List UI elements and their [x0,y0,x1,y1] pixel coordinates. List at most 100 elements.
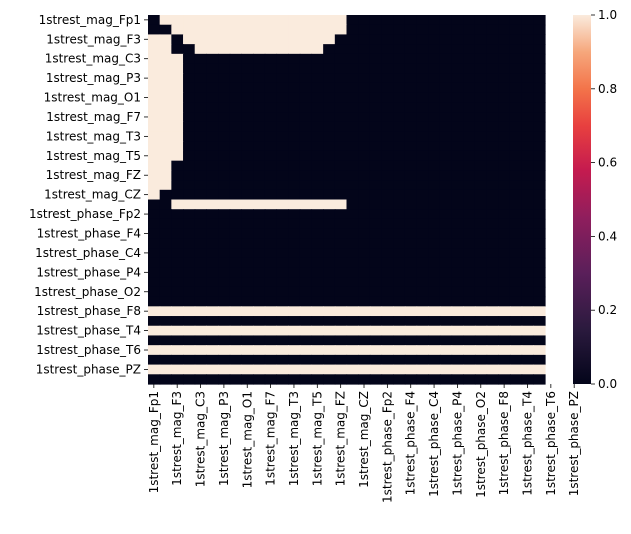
heatmap-cell [334,316,348,327]
heatmap-cell [229,374,243,385]
heatmap-cell [428,170,441,181]
heatmap-cell [171,53,184,65]
heatmap-cell [241,63,254,74]
heatmap-cell [358,160,371,171]
heatmap-cell [299,228,313,239]
heatmap-cell [463,92,476,103]
heatmap-cell [323,267,336,278]
heatmap-cell [404,112,418,123]
colorbar-tick-label: 0.2 [598,303,617,317]
heatmap-cell [463,34,476,45]
heatmap-cell [276,306,289,317]
heatmap-cell [148,325,161,337]
heatmap-cell [218,170,231,181]
heatmap-cell [358,238,371,249]
heatmap-cell [311,73,324,84]
heatmap-cell [288,92,301,103]
heatmap-cell [533,131,546,142]
heatmap-cell [358,316,371,327]
heatmap-cell [288,316,301,327]
heatmap-cell [509,102,523,113]
heatmap-cell [428,238,441,249]
heatmap-cell [486,34,499,45]
heatmap-cell [264,53,278,65]
heatmap-cell [509,277,523,288]
heatmap-cell [533,15,546,26]
heatmap-cell [486,15,499,26]
heatmap-cell [299,15,313,26]
heatmap-cell [533,257,546,269]
heatmap-cell [439,73,453,84]
heatmap-cell [159,316,172,327]
heatmap-cell [334,286,348,298]
heatmap-cell [264,267,278,278]
heatmap-cell [299,92,313,103]
heatmap-cell [381,296,394,307]
heatmap-cell [206,63,219,74]
heatmap-cell [439,325,453,337]
heatmap-cell [159,170,172,181]
column-tick-label: 1strest_mag_CZ [357,391,371,488]
heatmap-cell [264,73,278,84]
heatmap-cell [229,296,243,307]
heatmap-cell [509,257,523,269]
heatmap-cell [498,92,511,103]
heatmap-cell [241,160,254,171]
heatmap-cell [474,345,488,356]
heatmap-cell [381,180,394,191]
heatmap-cell [393,92,406,103]
heatmap-cell [334,24,348,36]
heatmap-cell [183,364,196,375]
column-tick-label: 1strest_mag_FZ [334,391,348,486]
heatmap-cell [299,277,313,288]
heatmap-cell [463,121,476,133]
heatmap-cell [439,63,453,74]
heatmap-cell [311,296,324,307]
heatmap-cell [381,354,394,366]
heatmap-cell [253,374,266,385]
heatmap-cell [194,24,207,36]
heatmap-cell [533,316,546,327]
heatmap-cell [229,286,243,298]
heatmap-cell [229,306,243,317]
heatmap-cell [498,44,511,55]
heatmap-cell [334,218,348,230]
heatmap-cell [358,267,371,278]
heatmap-cell [206,121,219,133]
heatmap-cell [241,34,254,45]
heatmap-cell [393,238,406,249]
heatmap-cell [311,248,324,259]
heatmap-cell [264,228,278,239]
heatmap-cell [218,92,231,103]
heatmap-cell [428,316,441,327]
heatmap-cell [148,82,161,94]
heatmap-cell [311,150,324,162]
column-tick-label: 1strest_phase_Fp2 [380,391,394,503]
heatmap-cell [369,306,383,317]
heatmap-cell [299,364,313,375]
heatmap-cell [381,102,394,113]
heatmap-cell [521,160,534,171]
heatmap-cell [451,228,464,239]
heatmap-cell [159,238,172,249]
heatmap-cell [323,228,336,239]
heatmap-cell [288,345,301,356]
heatmap-cell [474,53,488,65]
heatmap-cell [299,34,313,45]
heatmap-cell [241,53,254,65]
heatmap-cell [194,316,207,327]
heatmap-cell [346,15,359,26]
heatmap-cell [463,277,476,288]
heatmap-cell [509,364,523,375]
heatmap-cell [183,286,196,298]
heatmap-cell [241,170,254,181]
heatmap-cell [416,131,429,142]
heatmap-cell [439,82,453,94]
heatmap-cell [393,24,406,36]
heatmap-cell [346,170,359,181]
heatmap-cell [148,53,161,65]
heatmap-cell [451,296,464,307]
heatmap-cell [159,325,172,337]
heatmap-cell [439,131,453,142]
heatmap-cell [311,121,324,133]
